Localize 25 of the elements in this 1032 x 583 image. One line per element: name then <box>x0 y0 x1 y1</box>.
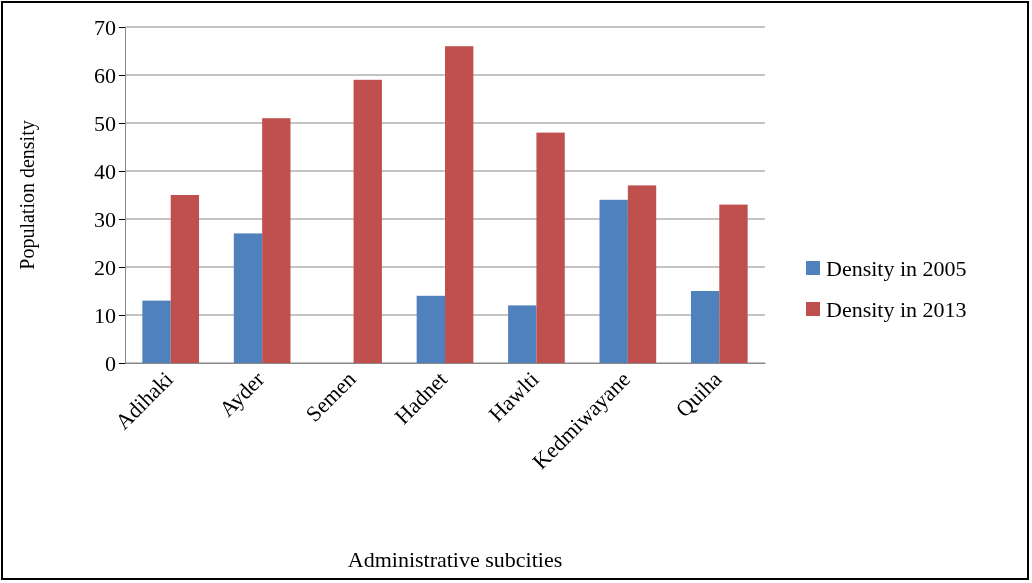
bar <box>170 195 200 363</box>
x-axis-title: Administrative subcities <box>347 547 563 572</box>
y-tick-label: 10 <box>94 302 116 328</box>
bar <box>416 295 445 363</box>
bar <box>233 233 263 363</box>
y-tick-label: 50 <box>94 110 116 136</box>
y-tick-label: 60 <box>94 62 116 88</box>
y-tick-label: 70 <box>94 14 116 40</box>
bar <box>719 204 748 363</box>
bar <box>142 300 171 363</box>
bar <box>445 46 474 363</box>
bar <box>536 132 565 363</box>
y-tick-label: 20 <box>94 254 116 280</box>
legend-label: Density in 2005 <box>826 255 967 281</box>
bar <box>353 79 382 363</box>
bar <box>627 185 657 363</box>
bar <box>599 199 628 363</box>
bar <box>508 305 537 363</box>
y-tick-label: 30 <box>94 206 116 232</box>
bar <box>690 291 720 363</box>
y-axis-title: Population density <box>16 120 39 270</box>
y-tick-label: 0 <box>105 350 116 376</box>
legend-label: Density in 2013 <box>826 296 967 322</box>
y-tick-label: 40 <box>94 158 116 184</box>
bar <box>262 118 291 363</box>
